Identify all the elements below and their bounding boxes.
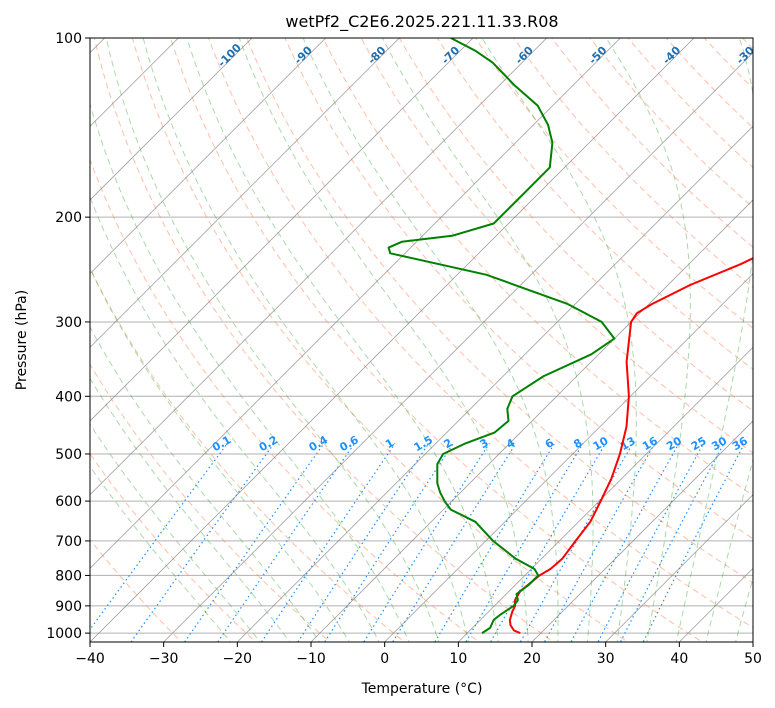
y-tick-label: 300 xyxy=(55,315,82,331)
grid-layer xyxy=(90,38,753,634)
isotherm-line xyxy=(90,38,327,275)
moist-adiabat-line xyxy=(705,457,753,642)
x-tick-label: 10 xyxy=(449,651,467,667)
dry-adiabat-line xyxy=(768,25,775,646)
moist-adiabat-line xyxy=(105,38,440,642)
moist-adiabat-line xyxy=(90,267,350,642)
isotherm-line xyxy=(90,38,621,569)
dry-adiabat-line xyxy=(436,38,753,370)
y-tick-label: 500 xyxy=(55,447,82,463)
moist-adiabat-line xyxy=(90,326,321,642)
x-ticks: −40 −30 −20 −10 0 10 20 30 40 50 xyxy=(75,642,762,667)
dry-adiabat-line xyxy=(90,453,257,642)
isotherm-line xyxy=(605,494,753,642)
moist-adiabat-line xyxy=(381,38,594,642)
moist-adiabat-line xyxy=(90,465,232,642)
moist-adiabat-line xyxy=(238,38,529,642)
y-tick-label: 900 xyxy=(55,599,82,615)
mixing-ratio-line xyxy=(543,443,656,642)
x-tick-label: 20 xyxy=(523,651,541,667)
isotherm-line xyxy=(90,38,695,642)
moist-adiabat-line xyxy=(734,576,753,642)
x-tick-label: 50 xyxy=(744,651,762,667)
mixing-ratio-line xyxy=(465,443,584,642)
dewpoint-line xyxy=(387,38,616,634)
y-tick-label: 400 xyxy=(55,389,82,405)
dry-adiabat-line xyxy=(208,38,753,629)
dry-adiabat-line xyxy=(360,38,753,454)
dry-adiabat-line xyxy=(398,38,753,412)
x-axis-label: Temperature (°C) xyxy=(361,681,483,697)
moist-adiabat-line xyxy=(675,38,753,642)
moist-adiabat-line xyxy=(481,38,637,642)
x-tick-label: 40 xyxy=(670,651,688,667)
dry-adiabat-line xyxy=(93,38,555,642)
isotherm-line xyxy=(531,420,753,642)
isotherm-line xyxy=(384,273,753,642)
mixing-ratio-line xyxy=(216,443,356,642)
moist-adiabat-line xyxy=(605,38,691,642)
isotherm-line xyxy=(457,346,753,642)
plot-background xyxy=(90,38,753,642)
y-tick-label: 100 xyxy=(55,31,82,47)
mixing-ratio-line xyxy=(489,443,607,642)
moist-adiabat-line xyxy=(90,423,261,642)
moist-adiabat-line xyxy=(302,38,559,642)
x-tick-label: −10 xyxy=(296,651,326,667)
sounding-series xyxy=(387,38,753,635)
y-ticks: 1000 900 800 700 600 500 400 300 200 100 xyxy=(46,31,90,642)
dry-adiabat-line xyxy=(284,38,753,540)
isotherms xyxy=(90,38,753,642)
isotherm-line xyxy=(90,38,253,201)
y-tick-label: 200 xyxy=(55,210,82,226)
moist-adiabat-line xyxy=(142,38,470,642)
mixing-ratio-line xyxy=(597,443,705,642)
dry-adiabat-line xyxy=(246,38,753,584)
dry-adiabat-line xyxy=(90,158,480,642)
chart-title: wetPf2_C2E6.2025.221.11.33.R08 xyxy=(285,12,558,32)
isotherm-line xyxy=(163,52,753,642)
x-tick-label: −20 xyxy=(223,651,253,667)
mixing-ratio-line xyxy=(619,443,725,642)
x-tick-label: 0 xyxy=(380,651,389,667)
mixing-ratio-line xyxy=(392,443,517,642)
dry-adiabat-line xyxy=(131,38,629,642)
dry-adiabats xyxy=(90,25,775,646)
mixing-ratio-line xyxy=(570,443,680,642)
dry-adiabat-line xyxy=(322,38,753,497)
x-tick-label: −30 xyxy=(149,651,179,667)
x-tick-label: 30 xyxy=(597,651,615,667)
y-tick-label: 600 xyxy=(55,494,82,510)
temperature-line xyxy=(508,257,753,635)
y-axis-label: Pressure (hPa) xyxy=(14,290,30,390)
isotherm-line xyxy=(310,199,753,642)
plot-frame xyxy=(89,37,754,643)
moist-adiabat-line xyxy=(90,377,291,642)
isotherm-line xyxy=(90,38,400,348)
mixing-ratio-line xyxy=(519,443,634,642)
moist-adiabat-line xyxy=(90,195,380,642)
isotherm-line xyxy=(236,125,753,642)
y-tick-label: 1000 xyxy=(46,626,82,642)
moist-adiabats xyxy=(90,38,753,642)
isotherm-line xyxy=(90,38,474,422)
dry-adiabat-line xyxy=(90,267,406,642)
isotherm-line xyxy=(90,38,548,496)
mixing-ratio-line xyxy=(434,443,556,642)
mixing-ratio-lines xyxy=(90,443,746,642)
mixing-ratio-line xyxy=(323,443,454,642)
y-tick-label: 700 xyxy=(55,534,82,550)
moist-adiabat-line xyxy=(186,38,499,642)
x-tick-label: −40 xyxy=(75,651,105,667)
y-tick-label: 800 xyxy=(55,568,82,584)
mixing-ratio-line xyxy=(183,443,325,642)
mixing-ratio-line xyxy=(642,443,746,642)
